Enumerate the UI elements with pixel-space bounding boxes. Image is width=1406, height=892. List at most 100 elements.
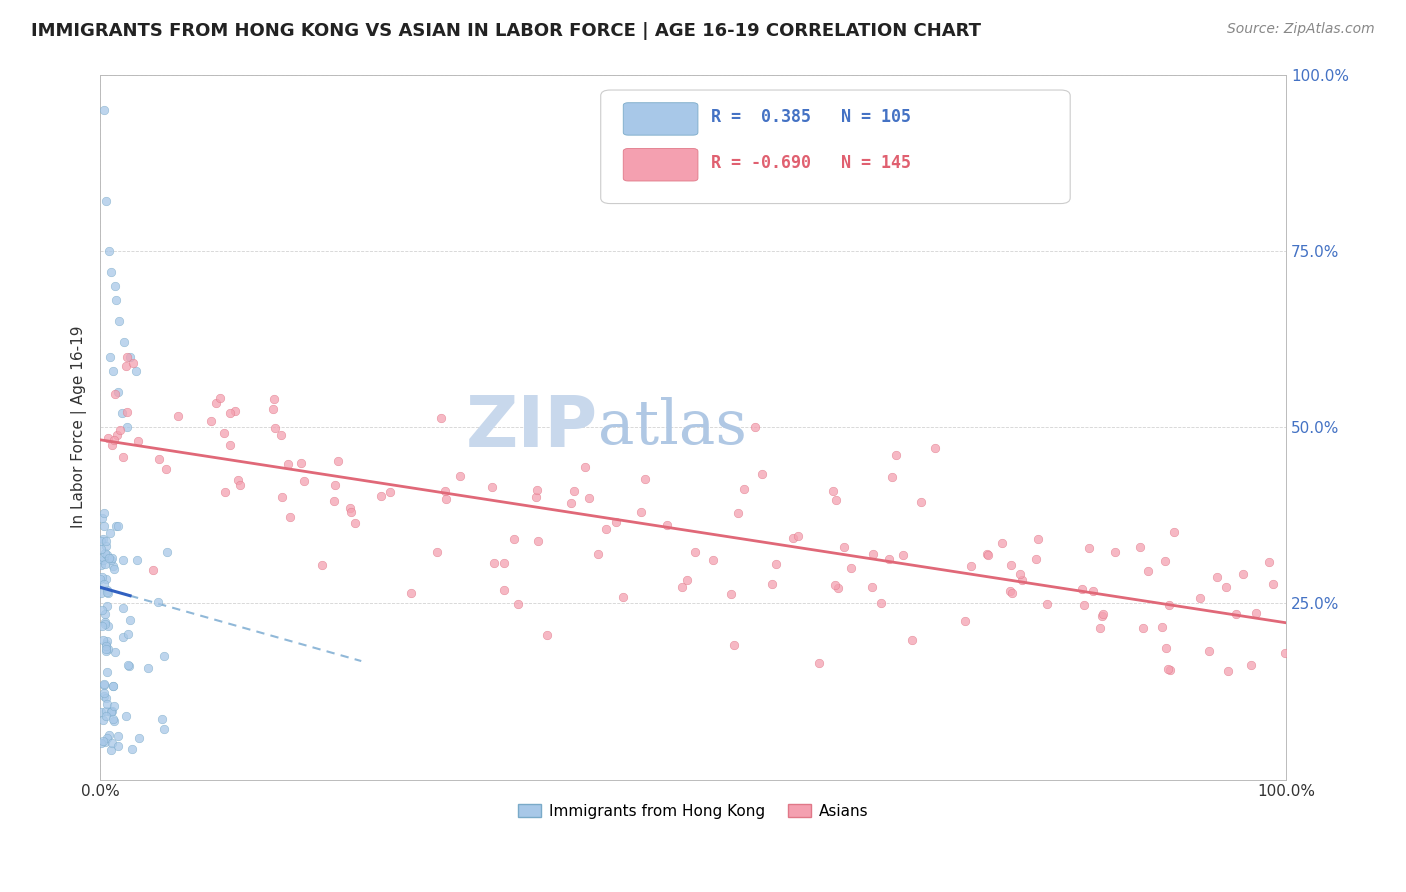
Point (1206, 569, 1229, 583)
Point (96, 731, 118, 745)
Point (93, 532, 115, 546)
Point (94, 534, 117, 549)
Point (94, 734, 117, 748)
Point (744, 420, 766, 434)
Point (96, 599, 118, 613)
Point (1159, 663, 1181, 677)
Point (112, 600, 135, 615)
Point (827, 581, 849, 595)
Point (91, 553, 114, 567)
Point (117, 657, 139, 672)
Point (727, 506, 749, 520)
Point (112, 335, 135, 350)
Point (112, 631, 135, 645)
Point (671, 580, 693, 594)
Point (115, 420, 138, 434)
Point (90, 586, 112, 600)
Point (103, 712, 125, 726)
Point (91, 510, 114, 524)
Point (125, 364, 148, 378)
Point (560, 496, 582, 510)
Point (1090, 609, 1112, 624)
Point (91, 549, 114, 564)
Point (586, 547, 609, 561)
Point (1137, 564, 1160, 578)
Point (1028, 533, 1050, 547)
Point (127, 434, 149, 449)
Point (107, 518, 129, 533)
Point (1001, 585, 1024, 599)
Point (990, 536, 1012, 550)
Point (103, 364, 125, 378)
Point (100, 550, 122, 565)
Point (97, 244, 120, 258)
Point (901, 632, 924, 647)
Point (153, 648, 176, 663)
Point (89, 572, 111, 586)
Point (290, 457, 312, 471)
Point (1188, 591, 1211, 606)
Point (782, 531, 804, 545)
Point (93, 677, 115, 691)
Point (97, 431, 120, 445)
Point (434, 491, 457, 506)
Point (1246, 607, 1268, 621)
Point (101, 679, 124, 693)
Point (270, 428, 292, 442)
Point (824, 493, 846, 508)
Text: R = -0.690   N = 145: R = -0.690 N = 145 (711, 153, 911, 171)
Point (155, 462, 177, 476)
Point (94, 616, 117, 631)
FancyBboxPatch shape (623, 149, 697, 181)
Point (1077, 541, 1099, 556)
Point (751, 467, 773, 481)
Point (100, 705, 122, 719)
Point (107, 384, 129, 399)
Point (98, 350, 121, 364)
Point (111, 450, 134, 464)
Point (100, 265, 122, 279)
Point (90, 570, 112, 584)
Point (870, 596, 893, 610)
Point (100, 552, 122, 566)
Point (97, 550, 120, 565)
Point (378, 485, 401, 500)
Point (657, 517, 679, 532)
Point (433, 483, 456, 498)
Point (90, 603, 112, 617)
Point (128, 731, 150, 745)
Point (1132, 621, 1154, 635)
Text: IMMIGRANTS FROM HONG KONG VS ASIAN IN LABOR FORCE | AGE 16-19 CORRELATION CHART: IMMIGRANTS FROM HONG KONG VS ASIAN IN LA… (31, 22, 981, 40)
Point (219, 437, 242, 451)
Text: atlas: atlas (599, 397, 747, 457)
Point (101, 558, 124, 573)
Point (634, 472, 657, 486)
Point (761, 577, 783, 591)
Point (94, 557, 117, 571)
Point (93, 686, 115, 700)
Point (1008, 567, 1031, 582)
Point (998, 584, 1021, 599)
Point (108, 314, 131, 328)
Point (1225, 607, 1247, 621)
Point (115, 350, 138, 364)
Point (97, 586, 120, 600)
Point (503, 533, 526, 547)
Point (94, 573, 117, 587)
Point (214, 485, 236, 500)
FancyBboxPatch shape (600, 90, 1070, 203)
Point (862, 547, 884, 561)
Point (605, 515, 627, 529)
Point (1157, 662, 1180, 676)
Point (322, 494, 344, 508)
Point (94, 637, 117, 651)
Point (114, 359, 136, 374)
Point (204, 396, 226, 410)
Point (96, 643, 118, 657)
Point (90, 541, 112, 556)
Point (103, 698, 125, 713)
Point (100, 704, 122, 718)
Point (1129, 541, 1152, 555)
Point (578, 491, 600, 505)
Point (1025, 552, 1047, 566)
